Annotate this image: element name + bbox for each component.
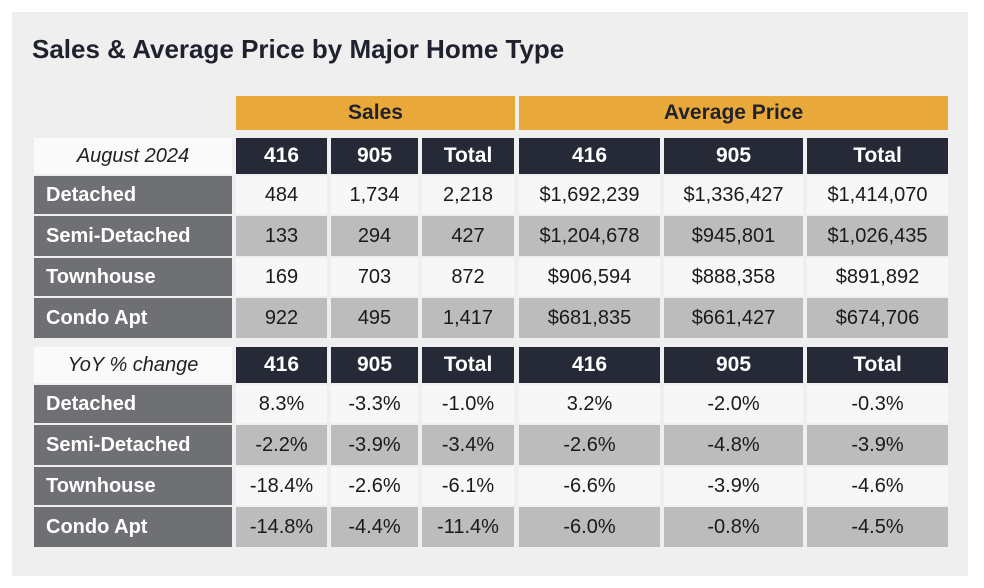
column-header: Total (422, 347, 514, 383)
table-cell: 495 (331, 298, 418, 338)
table-cell: -4.5% (807, 507, 948, 547)
table-cell: $906,594 (519, 258, 660, 296)
column-header: 416 (236, 347, 327, 383)
table-cell: 703 (331, 258, 418, 296)
table-cell: -2.6% (331, 467, 418, 505)
table-cell: $1,414,070 (807, 176, 948, 214)
table-cell: -14.8% (236, 507, 327, 547)
row-label: Townhouse (34, 467, 232, 505)
column-header: 416 (236, 138, 327, 174)
table-cell: -4.6% (807, 467, 948, 505)
table-cell: 872 (422, 258, 514, 296)
column-header: 905 (664, 347, 803, 383)
chart-panel: Sales & Average Price by Major Home Type… (12, 12, 968, 576)
row-label: Condo Apt (34, 507, 232, 547)
table-cell: 484 (236, 176, 327, 214)
table-cell: -2.2% (236, 425, 327, 465)
table-cell: -0.8% (664, 507, 803, 547)
row-label: Detached (34, 385, 232, 423)
table-cell: -1.0% (422, 385, 514, 423)
row-label: Townhouse (34, 258, 232, 296)
table-cell: $1,692,239 (519, 176, 660, 214)
table-cell: 8.3% (236, 385, 327, 423)
column-header: Total (807, 138, 948, 174)
table-cell: $681,835 (519, 298, 660, 338)
table-cell: 922 (236, 298, 327, 338)
table-cell: 294 (331, 216, 418, 256)
table-cell: -3.4% (422, 425, 514, 465)
table-cell: $888,358 (664, 258, 803, 296)
period-label: YoY % change (34, 347, 232, 383)
group-header-sales: Sales (236, 96, 515, 130)
column-header: 905 (331, 138, 418, 174)
table-cell: $1,336,427 (664, 176, 803, 214)
table-cell: -4.4% (331, 507, 418, 547)
table-cell: -4.8% (664, 425, 803, 465)
table-cell: -3.9% (664, 467, 803, 505)
row-label: Semi-Detached (34, 216, 232, 256)
table-cell: 3.2% (519, 385, 660, 423)
column-header: 416 (519, 347, 660, 383)
table-cell: -6.6% (519, 467, 660, 505)
table-cell: -2.6% (519, 425, 660, 465)
period-label: August 2024 (34, 138, 232, 174)
table-cell: 427 (422, 216, 514, 256)
table-cell: -6.0% (519, 507, 660, 547)
table-cell: $661,427 (664, 298, 803, 338)
row-label: Condo Apt (34, 298, 232, 338)
table-cell: 2,218 (422, 176, 514, 214)
table-cell: -0.3% (807, 385, 948, 423)
table-cell: $891,892 (807, 258, 948, 296)
table-cell: -18.4% (236, 467, 327, 505)
table-cell: 1,417 (422, 298, 514, 338)
table-cell: 133 (236, 216, 327, 256)
table-cell: -3.9% (331, 425, 418, 465)
table-cell: 169 (236, 258, 327, 296)
group-header-average-price: Average Price (519, 96, 948, 130)
table-cell: $945,801 (664, 216, 803, 256)
column-header: Total (422, 138, 514, 174)
column-header: 905 (331, 347, 418, 383)
table-cell: -3.3% (331, 385, 418, 423)
table-cell: -3.9% (807, 425, 948, 465)
table-cell: 1,734 (331, 176, 418, 214)
column-header: 416 (519, 138, 660, 174)
table-cell: -2.0% (664, 385, 803, 423)
column-header: 905 (664, 138, 803, 174)
row-label: Detached (34, 176, 232, 214)
row-label: Semi-Detached (34, 425, 232, 465)
column-header: Total (807, 347, 948, 383)
table-cell: $1,026,435 (807, 216, 948, 256)
table-cell: -11.4% (422, 507, 514, 547)
chart-title: Sales & Average Price by Major Home Type (32, 34, 565, 64)
table-cell: $1,204,678 (519, 216, 660, 256)
table-cell: -6.1% (422, 467, 514, 505)
table-cell: $674,706 (807, 298, 948, 338)
